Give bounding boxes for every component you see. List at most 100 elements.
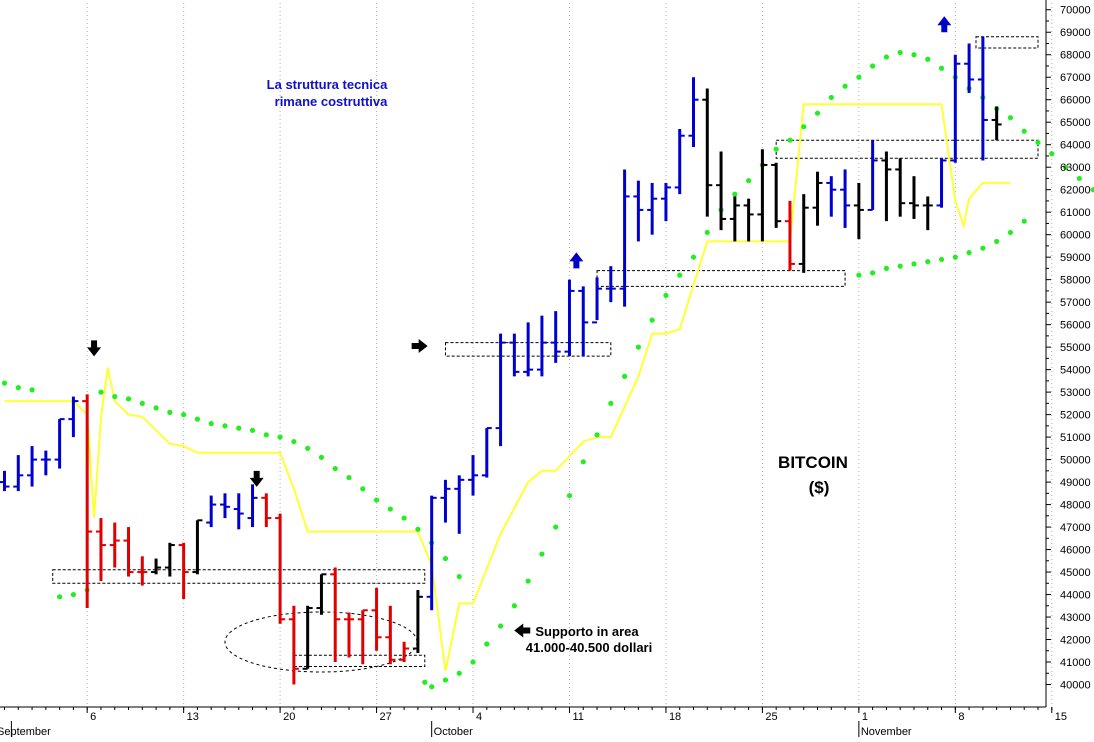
sar-dot (15, 385, 21, 391)
ohlc-bar (977, 36, 988, 161)
ohlc-bar (54, 418, 65, 469)
ohlc-bars (0, 36, 1002, 685)
ohlc-bar (481, 427, 492, 478)
sar-dot (153, 405, 159, 411)
y-tick-label: 48000 (1060, 500, 1091, 512)
ohlc-bar (633, 180, 644, 242)
sar-dot (125, 396, 132, 402)
sar-dot (291, 438, 297, 445)
sar-dot (422, 679, 428, 685)
ohlc-bar (853, 182, 864, 240)
sar-dot (828, 94, 834, 101)
ohlc-bar (908, 176, 919, 219)
y-tick-label: 50000 (1060, 455, 1091, 467)
stop-line-path (4, 103, 1011, 672)
sar-dot (938, 256, 945, 263)
ohlc-bar (729, 196, 740, 242)
sar-dot (897, 49, 903, 56)
ohlc-bar (357, 609, 368, 665)
ohlc-bar (578, 286, 589, 357)
ohlc-bar (13, 455, 24, 492)
sar-dot (732, 191, 738, 197)
ohlc-bar (660, 182, 671, 222)
y-tick-label: 46000 (1060, 545, 1091, 557)
ohlc-bar (385, 605, 396, 665)
y-tick-label: 45000 (1060, 567, 1091, 579)
structure-note-line2: rimane costruttiva (275, 94, 388, 109)
sar-dot (112, 394, 118, 400)
ohlc-bar (798, 194, 809, 273)
ohlc-bar (247, 484, 258, 528)
level-box (775, 139, 1039, 159)
y-tick-label: 67000 (1060, 72, 1091, 84)
ohlc-bar (688, 77, 699, 147)
sar-dot (305, 445, 311, 451)
x-tick-label: 8 (958, 711, 964, 723)
ohlc-bar (812, 171, 823, 226)
sar-dot (966, 250, 972, 256)
x-tick-label: 27 (380, 711, 392, 723)
sar-dot (167, 409, 173, 415)
ohlc-bar (702, 88, 713, 217)
sar-dot (194, 416, 201, 422)
x-tick-label: 20 (283, 711, 295, 723)
sar-dot (897, 263, 903, 269)
sar-dot (814, 110, 821, 116)
sar-dot (994, 238, 1000, 245)
ohlc-bar (344, 612, 354, 658)
ohlc-bar (964, 43, 975, 93)
y-tick-label: 68000 (1060, 50, 1091, 62)
sar-dot (635, 344, 641, 350)
sar-dot (690, 254, 697, 260)
x-tick-label: 6 (90, 711, 96, 723)
stop-line (4, 103, 1011, 672)
x-tick-label: 1 (862, 711, 868, 723)
sar-dot (704, 229, 710, 236)
y-tick-label: 60000 (1060, 230, 1091, 242)
ohlc-bar (164, 542, 175, 577)
ohlc-bar (399, 641, 410, 663)
y-tick-label: 49000 (1060, 477, 1091, 489)
ohlc-bar (371, 587, 382, 651)
y-tick-label: 47000 (1060, 522, 1091, 534)
sar-dot (360, 486, 366, 492)
y-tick-label: 41000 (1060, 657, 1091, 669)
ohlc-bar (82, 394, 93, 609)
ohlc-bar (523, 322, 534, 377)
y-tick-label: 57000 (1060, 297, 1091, 309)
arrow-down-icon (249, 470, 264, 487)
ohlc-bar (233, 493, 244, 530)
ohlc-bar (426, 495, 437, 611)
chart-title-unit: ($) (809, 478, 830, 497)
ohlc-bar (109, 522, 120, 568)
ohlc-bar (40, 450, 51, 476)
ohlc-bar (840, 169, 851, 228)
ohlc-bar (219, 493, 230, 519)
annotation-boxes (52, 36, 1039, 668)
ohlc-bar (950, 54, 961, 163)
sar-dot (1007, 229, 1014, 236)
ohlc-bar (302, 605, 313, 670)
sar-dot (856, 272, 862, 278)
sar-dot (236, 425, 242, 431)
sar-dot (801, 124, 807, 130)
ohlc-bar (137, 556, 148, 586)
sar-dot (787, 137, 793, 143)
y-tick-label: 42000 (1060, 635, 1091, 647)
sar-dot (1035, 139, 1041, 146)
ohlc-bar (261, 493, 272, 528)
y-tick-label: 63000 (1060, 162, 1091, 174)
ohlc-bar (68, 396, 79, 438)
sar-dot (1007, 115, 1014, 121)
sar-dot (980, 245, 986, 251)
sar-dot (401, 515, 407, 521)
sar-dot (263, 432, 269, 438)
sar-dot (511, 603, 517, 609)
ohlc-bar (784, 200, 795, 271)
x-tick-label: 15 (1055, 711, 1067, 723)
sar-dot (952, 254, 958, 260)
sar-dot (1062, 164, 1069, 170)
ohlc-bar (936, 158, 947, 208)
sar-dot (870, 270, 876, 276)
